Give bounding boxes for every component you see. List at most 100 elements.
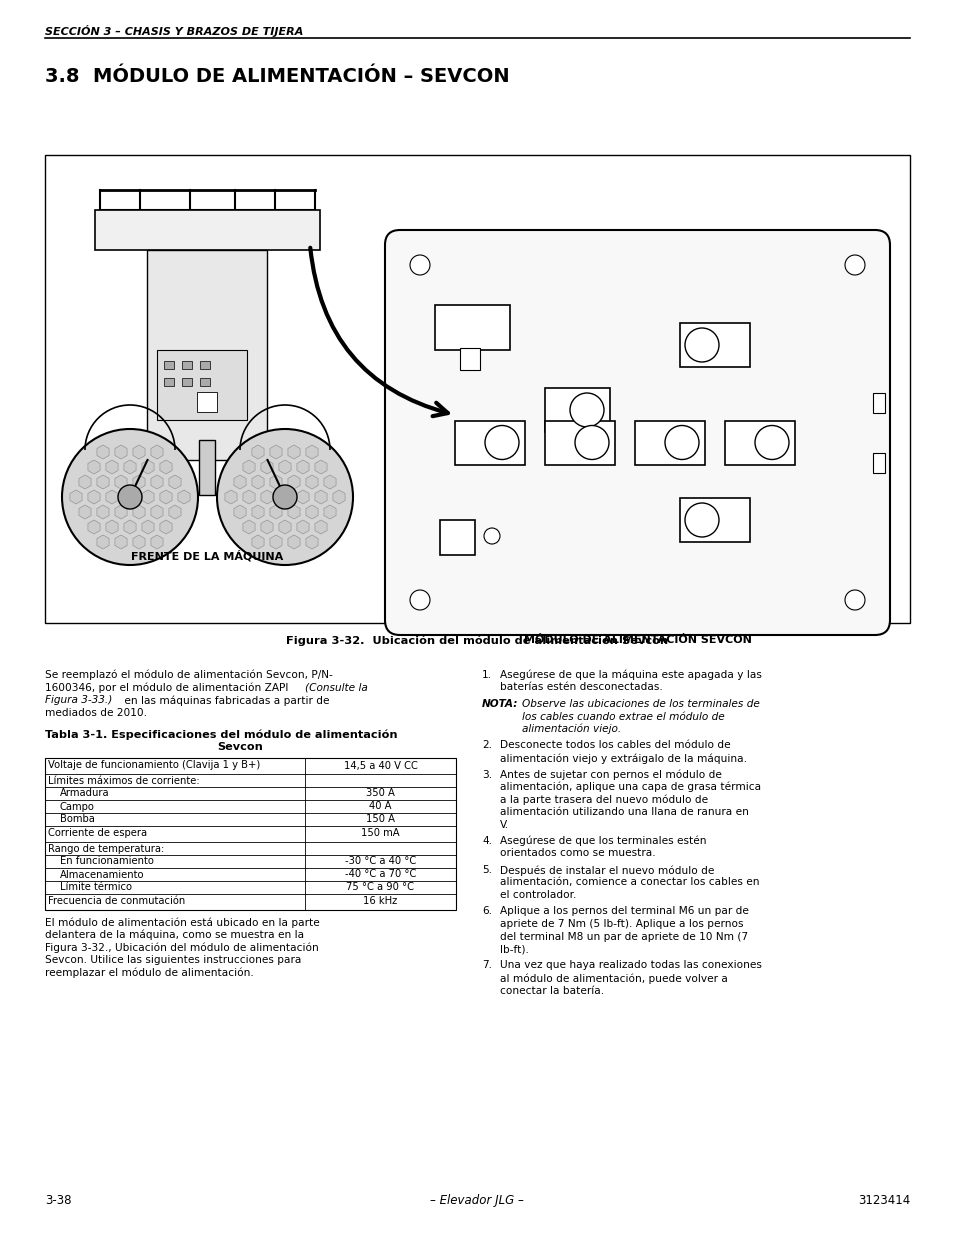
Bar — [148, 249, 267, 459]
Polygon shape — [288, 475, 300, 489]
Text: F1: F1 — [726, 336, 737, 350]
Text: Frecuencia de conmutación: Frecuencia de conmutación — [48, 895, 185, 905]
Polygon shape — [324, 505, 335, 519]
Polygon shape — [151, 535, 163, 550]
Polygon shape — [333, 490, 345, 504]
Polygon shape — [261, 490, 273, 504]
Polygon shape — [314, 459, 327, 474]
Text: a la parte trasera del nuevo módulo de: a la parte trasera del nuevo módulo de — [499, 794, 707, 805]
Polygon shape — [124, 459, 136, 474]
Text: 150 A: 150 A — [366, 814, 395, 824]
Text: 14,5 a 40 V CC: 14,5 a 40 V CC — [343, 761, 417, 771]
Polygon shape — [252, 535, 264, 550]
Text: 40 A: 40 A — [369, 802, 392, 811]
Text: Después de instalar el nuevo módulo de: Después de instalar el nuevo módulo de — [499, 864, 714, 876]
Circle shape — [664, 426, 699, 459]
Polygon shape — [252, 475, 264, 489]
Bar — [182, 378, 193, 387]
Text: Aplique a los pernos del terminal M6 un par de: Aplique a los pernos del terminal M6 un … — [499, 906, 748, 916]
Text: M1: M1 — [553, 432, 562, 448]
Bar — [164, 378, 174, 387]
Text: 7.: 7. — [481, 961, 492, 971]
Polygon shape — [288, 535, 300, 550]
Circle shape — [216, 429, 353, 564]
Polygon shape — [288, 505, 300, 519]
Text: Almacenamiento: Almacenamiento — [60, 869, 144, 879]
Bar — [45, 757, 456, 909]
Polygon shape — [306, 505, 317, 519]
Text: – Elevador JLG –: – Elevador JLG – — [430, 1194, 523, 1207]
Bar — [197, 391, 217, 412]
Text: -40 °C a 70 °C: -40 °C a 70 °C — [344, 869, 416, 879]
Polygon shape — [70, 490, 82, 504]
Polygon shape — [324, 475, 335, 489]
Polygon shape — [296, 459, 309, 474]
Text: Una vez que haya realizado todas las conexiones: Una vez que haya realizado todas las con… — [499, 961, 761, 971]
Polygon shape — [296, 520, 309, 534]
Text: alimentación utilizando una llana de ranura en: alimentación utilizando una llana de ran… — [499, 806, 748, 818]
Polygon shape — [88, 490, 100, 504]
Text: Figura 3-33.): Figura 3-33.) — [45, 695, 112, 705]
Bar — [164, 361, 174, 369]
Polygon shape — [243, 520, 254, 534]
Text: al módulo de alimentación, puede volver a: al módulo de alimentación, puede volver … — [499, 973, 727, 983]
Text: P: P — [550, 404, 559, 412]
Text: 350 A: 350 A — [366, 788, 395, 798]
Polygon shape — [160, 520, 172, 534]
Polygon shape — [296, 490, 309, 504]
Bar — [45, 156, 909, 622]
Circle shape — [62, 429, 198, 564]
Polygon shape — [252, 505, 264, 519]
Bar — [435, 305, 510, 350]
Text: 1600346, por el módulo de alimentación ZAPI: 1600346, por el módulo de alimentación Z… — [45, 683, 292, 693]
Circle shape — [484, 426, 518, 459]
Text: Armadura: Armadura — [60, 788, 110, 799]
Bar — [724, 420, 794, 464]
Polygon shape — [160, 459, 172, 474]
Text: Observe las ubicaciones de los terminales de: Observe las ubicaciones de los terminale… — [521, 699, 760, 709]
Text: V.: V. — [499, 820, 509, 830]
Text: Límites máximos de corriente:: Límites máximos de corriente: — [48, 776, 199, 785]
Text: alimentación viejo y extráigalo de la máquina.: alimentación viejo y extráigalo de la má… — [499, 753, 746, 763]
Circle shape — [118, 485, 142, 509]
Polygon shape — [306, 475, 317, 489]
Bar — [439, 520, 475, 555]
Text: reemplazar el módulo de alimentación.: reemplazar el módulo de alimentación. — [45, 967, 253, 978]
Polygon shape — [270, 505, 282, 519]
Circle shape — [483, 529, 499, 543]
Polygon shape — [261, 459, 273, 474]
Polygon shape — [151, 445, 163, 459]
Polygon shape — [132, 475, 145, 489]
Text: Tabla 3-1. Especificaciones del módulo de alimentación: Tabla 3-1. Especificaciones del módulo d… — [45, 730, 397, 741]
Text: Asegúrese de que los terminales estén: Asegúrese de que los terminales estén — [499, 836, 706, 846]
Polygon shape — [278, 520, 291, 534]
Bar — [95, 210, 319, 249]
Bar — [544, 388, 609, 432]
Polygon shape — [270, 445, 282, 459]
Polygon shape — [151, 505, 163, 519]
Text: F2: F2 — [726, 511, 737, 525]
Bar — [455, 420, 524, 464]
Text: Sevcon: Sevcon — [217, 742, 263, 752]
Polygon shape — [151, 475, 163, 489]
Polygon shape — [314, 490, 327, 504]
Polygon shape — [97, 535, 109, 550]
Bar — [459, 348, 479, 370]
Bar — [182, 361, 193, 369]
Text: B-: B- — [732, 435, 742, 446]
Text: baterías estén desconectadas.: baterías estén desconectadas. — [499, 683, 662, 693]
Circle shape — [684, 329, 719, 362]
Circle shape — [273, 485, 296, 509]
Bar — [157, 350, 247, 420]
Circle shape — [569, 393, 603, 427]
Polygon shape — [97, 505, 109, 519]
Text: 3.8  MÓDULO DE ALIMENTACIÓN – SEVCON: 3.8 MÓDULO DE ALIMENTACIÓN – SEVCON — [45, 67, 509, 86]
Text: delantera de la máquina, como se muestra en la: delantera de la máquina, como se muestra… — [45, 930, 304, 941]
Text: Límite térmico: Límite térmico — [60, 883, 132, 893]
Bar — [199, 440, 215, 495]
Text: 16 kHz: 16 kHz — [363, 897, 397, 906]
Text: M2: M2 — [462, 432, 473, 448]
Polygon shape — [288, 445, 300, 459]
Polygon shape — [79, 475, 91, 489]
Bar — [544, 420, 615, 464]
